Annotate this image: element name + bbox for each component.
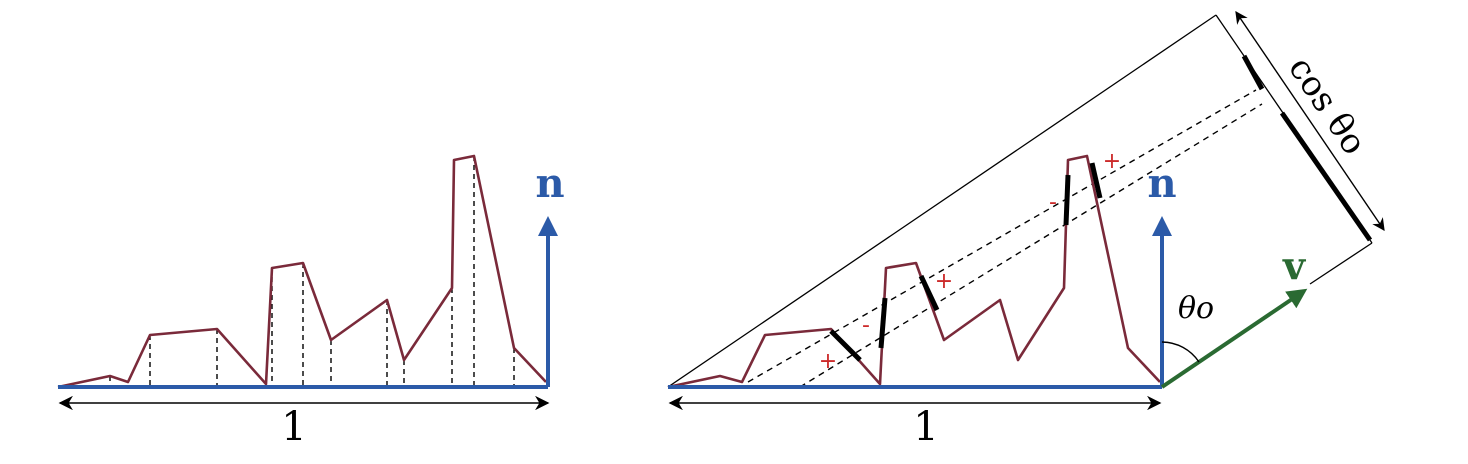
angle-arc — [1161, 341, 1200, 363]
left-width-label: 1 — [281, 404, 306, 450]
visible-facet-segments — [829, 54, 1373, 362]
frame-view-edge — [1309, 242, 1373, 285]
view-arrow — [1160, 288, 1308, 389]
view-label: v — [1282, 243, 1307, 288]
sign-plus-1: + — [819, 349, 837, 374]
sign-plus-2: + — [935, 269, 953, 294]
sign-plus-3: + — [1103, 149, 1121, 174]
left-microsurface-profile — [57, 154, 547, 389]
right-panel: + - + - + cos θo n v θo 1 — [667, 10, 1385, 450]
left-normal-label: n — [535, 160, 564, 207]
projection-dimension — [1235, 10, 1385, 232]
right-width-label: 1 — [913, 404, 938, 450]
left-panel: n 1 — [57, 154, 565, 450]
sign-minus-1: - — [862, 313, 870, 338]
right-normal-label: n — [1147, 160, 1176, 207]
angle-label: θo — [1178, 291, 1214, 326]
right-microsurface-profile — [667, 154, 1161, 389]
sign-minus-2: - — [1049, 190, 1057, 215]
right-projection-lines — [747, 89, 1263, 388]
frame-hypotenuse — [667, 14, 1217, 388]
